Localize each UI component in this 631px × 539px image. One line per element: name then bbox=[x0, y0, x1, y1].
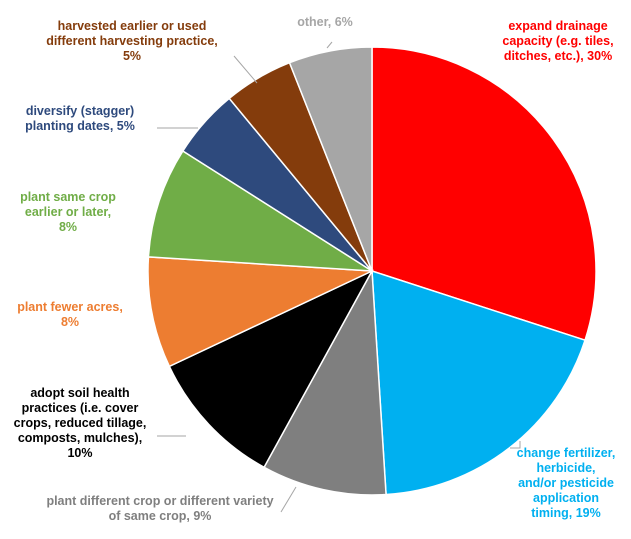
slice-label-line: 5% bbox=[123, 49, 141, 63]
slice-label-line: 8% bbox=[59, 220, 77, 234]
slice-label-line: of same crop, 9% bbox=[109, 509, 212, 523]
slice-label-line: adopt soil health bbox=[30, 386, 129, 400]
slice-label-line: diversify (stagger) bbox=[26, 104, 134, 118]
pie-slice-0 bbox=[371, 46, 597, 342]
slice-label-line: timing, 19% bbox=[531, 506, 600, 520]
slice-label-line: and/or pesticide bbox=[518, 476, 614, 490]
pie-slice-2 bbox=[263, 268, 387, 496]
slice-label-line: ditches, etc.), 30% bbox=[504, 49, 612, 63]
slice-label-line: planting dates, 5% bbox=[25, 119, 135, 133]
slice-label-1: change fertilizer, herbicide, and/or pesti… bbox=[517, 446, 616, 520]
slice-label-line: herbicide, bbox=[536, 461, 595, 475]
slice-label-line: other, 6% bbox=[297, 15, 353, 29]
slice-label-line: plant same crop bbox=[20, 190, 116, 204]
slice-label-line: plant fewer acres, bbox=[17, 300, 123, 314]
pie-slice-8 bbox=[288, 46, 373, 272]
slice-label-line: composts, mulches), bbox=[18, 431, 142, 445]
slice-label-line: capacity (e.g. tiles, bbox=[502, 34, 613, 48]
slice-label-line: 10% bbox=[67, 446, 92, 460]
slice-label-line: crops, reduced tillage, bbox=[14, 416, 147, 430]
slice-label-line: plant different crop or different variet… bbox=[46, 494, 273, 508]
pie-slice-3 bbox=[168, 269, 374, 469]
slice-label-3: adopt soil health practices (i.e. cover cr… bbox=[14, 386, 147, 460]
slice-label-5: plant same crop earlier or later, 8% bbox=[20, 190, 116, 234]
pie-slice-5 bbox=[147, 149, 373, 272]
slice-label-2: plant different crop or different variet… bbox=[46, 494, 273, 523]
leader-line-2 bbox=[280, 486, 297, 513]
pie-slice-4 bbox=[147, 256, 373, 368]
slice-label-7: harvested earlier or used different harve… bbox=[46, 19, 218, 63]
pie-slice-1 bbox=[371, 269, 586, 496]
leader-line-7 bbox=[233, 55, 258, 84]
slice-label-line: harvested earlier or used bbox=[58, 19, 207, 33]
slice-label-8: other, 6% bbox=[297, 15, 353, 29]
slice-label-line: earlier or later, bbox=[25, 205, 111, 219]
leader-line-1 bbox=[510, 441, 521, 449]
slice-label-line: application bbox=[533, 491, 599, 505]
slice-label-6: diversify (stagger) planting dates, 5% bbox=[25, 104, 135, 133]
slice-label-line: change fertilizer, bbox=[517, 446, 616, 460]
leader-line-8 bbox=[326, 41, 333, 49]
slice-label-line: different harvesting practice, bbox=[46, 34, 218, 48]
slice-label-line: 8% bbox=[61, 315, 79, 329]
slice-label-line: expand drainage bbox=[508, 19, 607, 33]
slice-label-4: plant fewer acres, 8% bbox=[17, 300, 123, 329]
slice-label-line: practices (i.e. cover bbox=[22, 401, 139, 415]
slice-label-0: expand drainage capacity (e.g. tiles, ditc… bbox=[502, 19, 613, 63]
